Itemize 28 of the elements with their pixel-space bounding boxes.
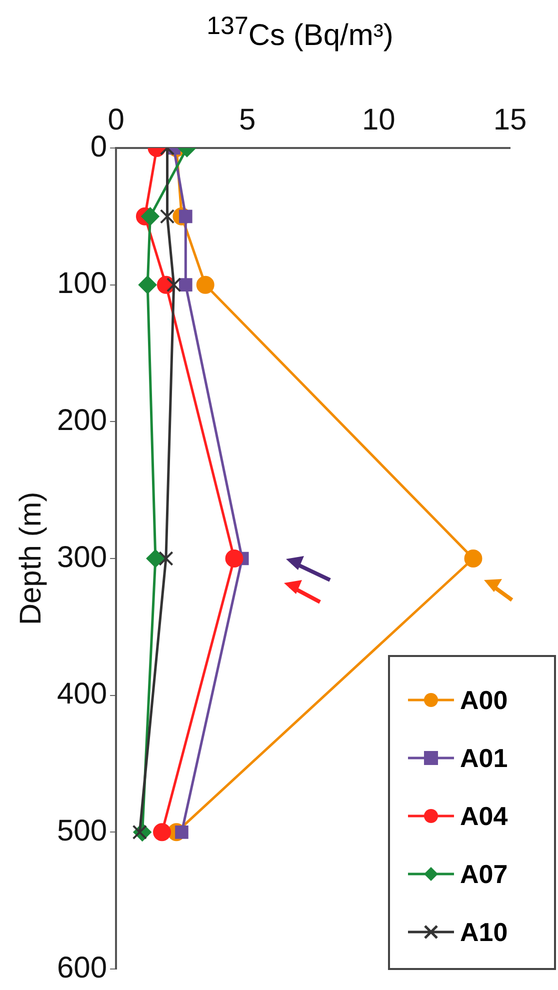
legend-label: A00	[460, 684, 508, 716]
point	[160, 209, 175, 224]
y-axis-title: Depth (m)	[14, 492, 48, 626]
y-tick-label: 300	[56, 540, 108, 574]
legend-label: A10	[460, 916, 508, 948]
y-tick-label: 200	[56, 404, 108, 437]
point	[178, 278, 192, 292]
point	[225, 550, 244, 568]
x-tick-label: 15	[493, 103, 527, 136]
legend-label: A01	[460, 742, 508, 774]
point	[141, 207, 160, 226]
x-tick-label: 10	[362, 103, 396, 136]
legend-label: A04	[460, 800, 508, 832]
point	[153, 823, 172, 842]
legend-label: A07	[460, 858, 508, 890]
x-tick-label: 5	[239, 103, 256, 136]
point	[464, 550, 482, 568]
point	[158, 551, 174, 566]
y-tick-label: 0	[90, 130, 108, 164]
point	[166, 277, 182, 292]
point	[146, 550, 164, 568]
y-tick-label: 500	[56, 814, 108, 848]
point	[138, 276, 157, 294]
x-axis-title: $^{137}$Cs (Bq/m³)	[206, 12, 394, 53]
point	[196, 276, 214, 294]
y-tick-label: 400	[56, 678, 108, 711]
y-tick-label: 600	[56, 951, 108, 984]
y-tick-label: 100	[56, 267, 108, 300]
